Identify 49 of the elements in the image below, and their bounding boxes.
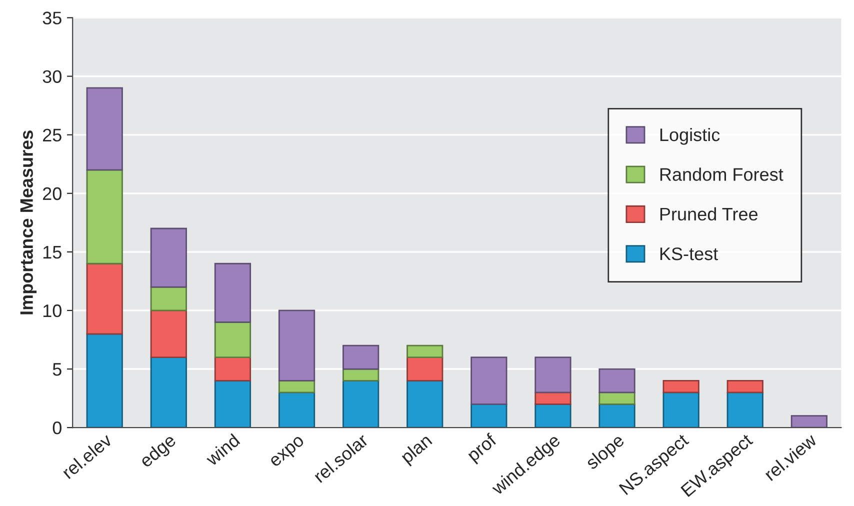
bar (534, 392, 572, 405)
bar (470, 403, 508, 428)
bar (726, 380, 764, 394)
bar (598, 403, 636, 428)
bar (534, 356, 572, 394)
bar (278, 310, 316, 382)
legend-label: KS-test (660, 247, 718, 260)
bar (662, 380, 700, 394)
bar (406, 356, 444, 382)
bar (214, 262, 252, 323)
bar (214, 321, 252, 358)
bar (86, 333, 123, 428)
y-tick-label: 5 (52, 363, 62, 376)
y-tick-label: 30 (42, 70, 62, 83)
x-tick-label: expo (270, 435, 308, 470)
bar (150, 356, 187, 428)
bar (342, 368, 380, 382)
y-tick-label: 20 (43, 187, 62, 200)
bar (534, 403, 572, 428)
x-tick-label: plan (400, 433, 435, 467)
bar (86, 87, 123, 171)
legend-label: Pruned Tree (660, 207, 758, 221)
bar (342, 380, 380, 428)
y-tick-label: 35 (42, 12, 62, 24)
x-tick-label: edge (138, 432, 179, 471)
legend-label: Random Forest (660, 168, 784, 181)
bar (278, 392, 316, 428)
bar (406, 380, 444, 428)
bar (150, 228, 187, 288)
bar (598, 392, 636, 405)
bar (470, 356, 508, 405)
bar (406, 344, 444, 358)
bar (150, 286, 187, 312)
bar (214, 380, 252, 428)
bar (150, 310, 187, 358)
y-tick-label: 15 (43, 246, 62, 259)
y-tick-label: 25 (43, 128, 62, 142)
legend-label: Logistic (660, 128, 720, 145)
bar (214, 356, 252, 382)
bar (598, 368, 636, 394)
bar (86, 169, 123, 264)
y-tick-label: 10 (43, 304, 62, 318)
y-tick-label: 0 (52, 422, 62, 434)
bar (726, 392, 764, 428)
bar (662, 392, 700, 428)
bar (790, 415, 828, 428)
bar (342, 344, 380, 370)
y-axis-title: Importance Measures (20, 130, 37, 314)
bar (86, 262, 123, 335)
